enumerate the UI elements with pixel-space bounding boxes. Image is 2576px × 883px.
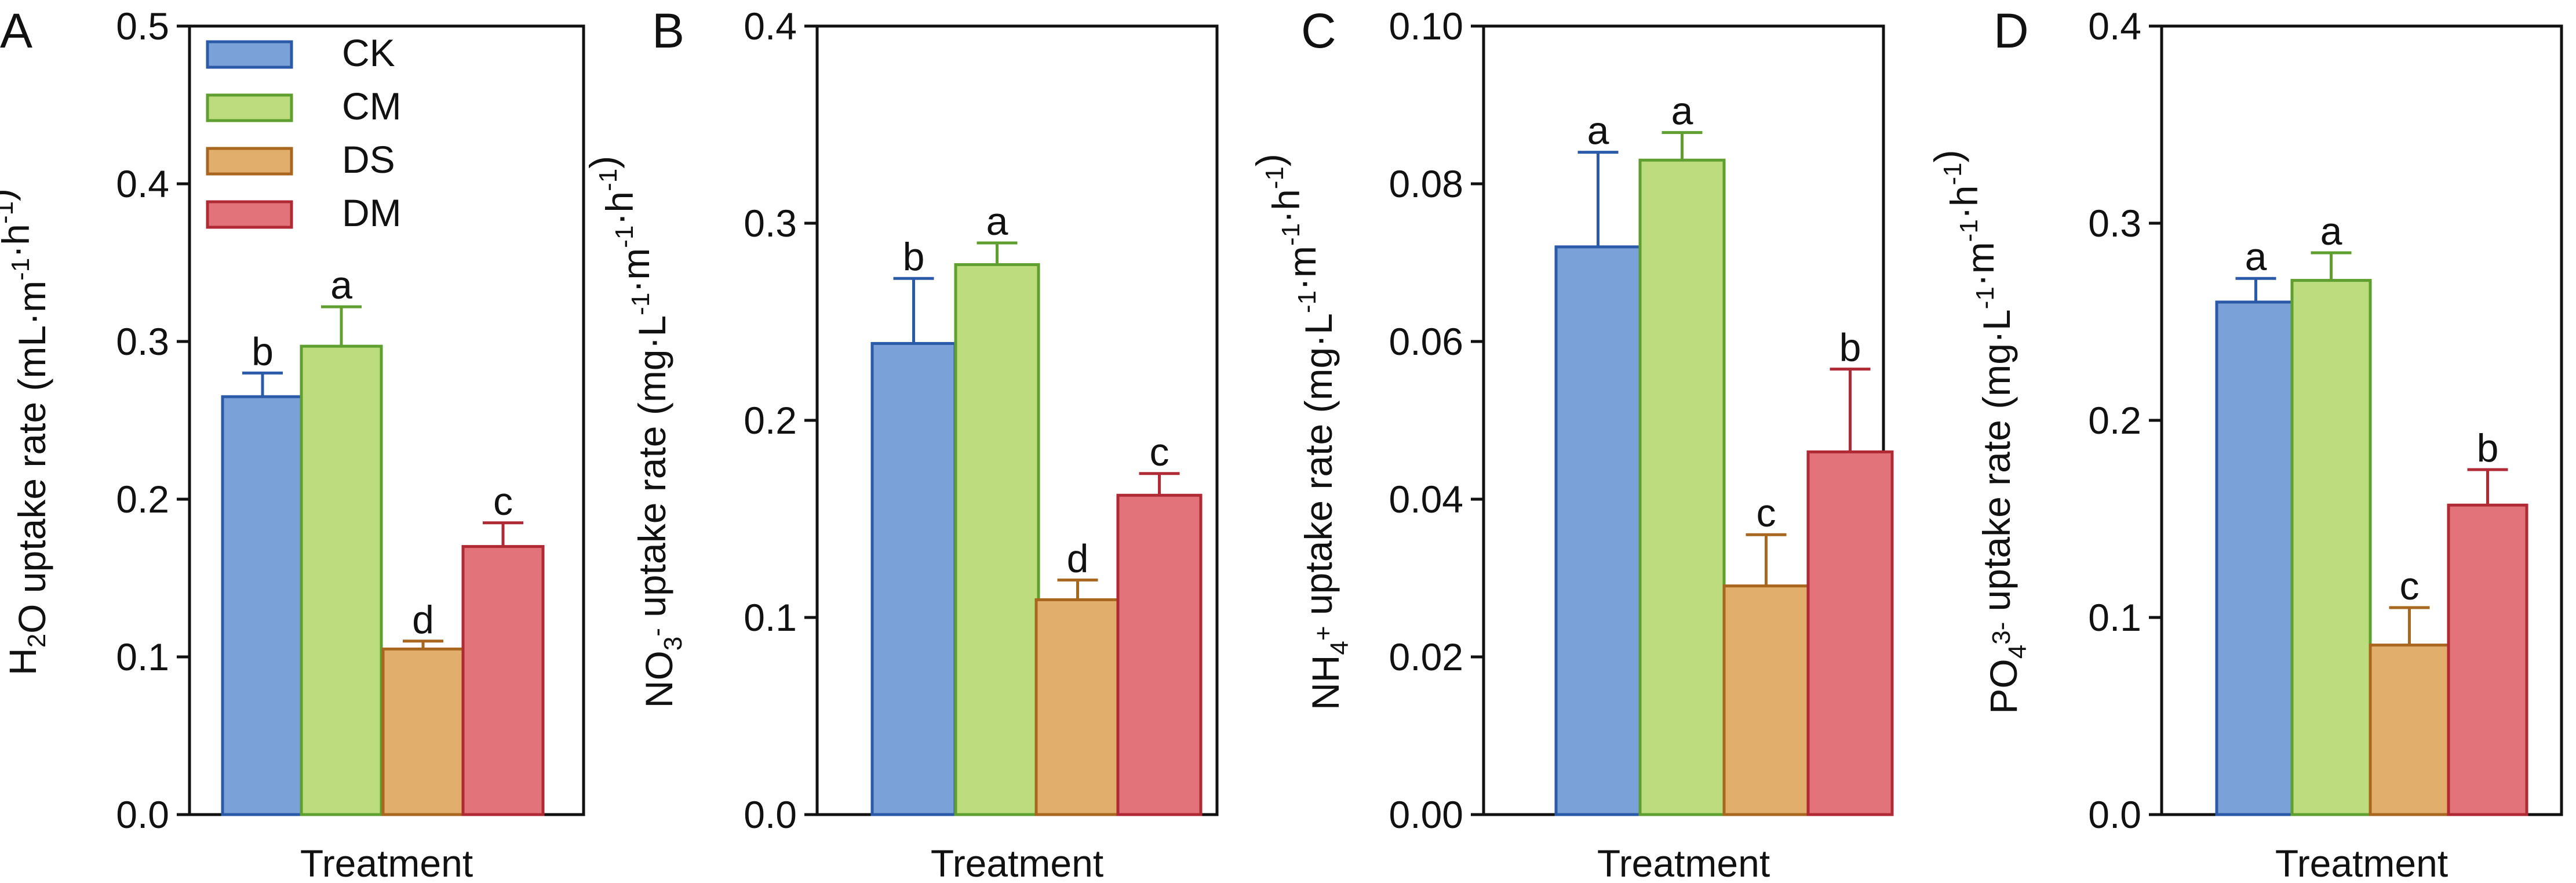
bar-dm bbox=[1116, 493, 1203, 816]
legend-swatch-dm bbox=[206, 200, 293, 229]
bar-dm bbox=[2447, 503, 2528, 816]
significance-letter: d bbox=[1067, 536, 1089, 580]
y-tick-label: 0.2 bbox=[116, 478, 169, 521]
y-tick-label: 0.0 bbox=[2088, 793, 2141, 836]
bar-cm bbox=[300, 344, 383, 816]
significance-letter: d bbox=[412, 598, 434, 642]
y-tick-label: 0.02 bbox=[1389, 635, 1463, 678]
bar-cm bbox=[954, 263, 1040, 816]
y-tick-label: 0.1 bbox=[2088, 596, 2141, 639]
legend-swatch-cm bbox=[206, 93, 293, 122]
significance-letter: c bbox=[1150, 430, 1169, 474]
y-tick-label: 0.10 bbox=[1389, 5, 1463, 48]
significance-letter: a bbox=[1587, 109, 1609, 153]
panel-a: A 0.0 0.1 0.2 0.3 0.4 0.5 Treatment H2O uptake r… bbox=[0, 3, 585, 883]
x-axis-label: Treatment bbox=[1597, 842, 1770, 883]
significance-letter: b bbox=[1839, 326, 1861, 370]
y-tick-label: 0.00 bbox=[1389, 793, 1463, 836]
bar-ds bbox=[381, 647, 465, 816]
bar-ck bbox=[1554, 245, 1642, 816]
legend: CK CM DS DM bbox=[206, 31, 402, 234]
panel-letter: D bbox=[1994, 3, 2029, 58]
y-tick-label: 0.3 bbox=[116, 320, 169, 363]
y-axis-label: NO3- uptake rate (mg·L-1·m-1·h-1) bbox=[582, 156, 687, 708]
x-axis-label: Treatment bbox=[300, 842, 473, 883]
significance-letter: c bbox=[2400, 564, 2420, 608]
y-axis-label: PO43- uptake rate (mg·L-1·m-1·h-1) bbox=[1926, 150, 2032, 714]
panel-d: D 0.0 0.1 0.2 0.3 0.4 Treatment PO43- uptake ra… bbox=[1926, 3, 2563, 883]
y-tick-label: 0.0 bbox=[116, 793, 169, 836]
significance-letter: a bbox=[2245, 235, 2267, 279]
bar-dm bbox=[461, 545, 545, 816]
significance-letter: b bbox=[2477, 426, 2499, 470]
x-axis-label: Treatment bbox=[2275, 842, 2448, 883]
y-axis-label: H2O uptake rate (mL·m-1·h-1) bbox=[0, 188, 53, 675]
significance-letter: c bbox=[493, 479, 513, 524]
panel-letter: B bbox=[652, 3, 684, 58]
legend-label: CK bbox=[342, 31, 395, 74]
panel-letter: C bbox=[1301, 3, 1336, 58]
y-tick-label: 0.2 bbox=[744, 399, 797, 442]
y-tick-label: 0.4 bbox=[116, 162, 169, 205]
y-tick-label: 0.0 bbox=[744, 793, 797, 836]
legend-label: DM bbox=[342, 191, 402, 234]
x-axis-label: Treatment bbox=[931, 842, 1103, 883]
significance-letter: a bbox=[986, 199, 1008, 244]
significance-letter: c bbox=[1757, 491, 1776, 535]
panel-letter: A bbox=[0, 3, 32, 58]
bar-dm bbox=[1806, 450, 1894, 816]
significance-letter: a bbox=[330, 263, 352, 307]
y-tick-label: 0.3 bbox=[2088, 202, 2141, 245]
legend-label: DS bbox=[342, 138, 395, 181]
y-tick-label: 0.1 bbox=[116, 635, 169, 678]
y-axis-label: NH4+ uptake rate (mg·L-1·m-1·h-1) bbox=[1248, 154, 1354, 710]
y-tick-label: 0.04 bbox=[1389, 478, 1463, 521]
bar-ck bbox=[2215, 300, 2297, 816]
legend-swatch-ck bbox=[206, 40, 293, 69]
bar-ds bbox=[2369, 644, 2450, 816]
significance-letter: a bbox=[2320, 209, 2342, 253]
bar-ck bbox=[221, 395, 304, 816]
bar-cm bbox=[1638, 158, 1726, 816]
bar-cm bbox=[2290, 279, 2372, 816]
y-tick-label: 0.2 bbox=[2088, 399, 2141, 442]
y-tick-label: 0.08 bbox=[1389, 162, 1463, 205]
legend-swatch-ds bbox=[206, 147, 293, 176]
y-tick-label: 0.3 bbox=[744, 202, 797, 245]
bar-ds bbox=[1034, 598, 1121, 816]
y-tick-label: 0.4 bbox=[2088, 5, 2141, 48]
panel-b: B 0.0 0.1 0.2 0.3 0.4 Treatment NO3- uptake rat… bbox=[582, 3, 1219, 883]
bar-ds bbox=[1722, 584, 1810, 816]
legend-label: CM bbox=[342, 85, 402, 128]
panel-c: C 0.00 0.02 0.04 0.06 0.08 0.10 Treatment NH4+ u… bbox=[1248, 3, 1894, 883]
y-tick-label: 0.4 bbox=[744, 5, 797, 48]
y-tick-label: 0.5 bbox=[116, 5, 169, 48]
bar-ck bbox=[870, 341, 957, 816]
y-tick-label: 0.06 bbox=[1389, 320, 1463, 363]
y-tick-label: 0.1 bbox=[744, 596, 797, 639]
significance-letter: a bbox=[1671, 89, 1693, 133]
significance-letter: b bbox=[903, 235, 925, 279]
significance-letter: b bbox=[252, 329, 274, 373]
